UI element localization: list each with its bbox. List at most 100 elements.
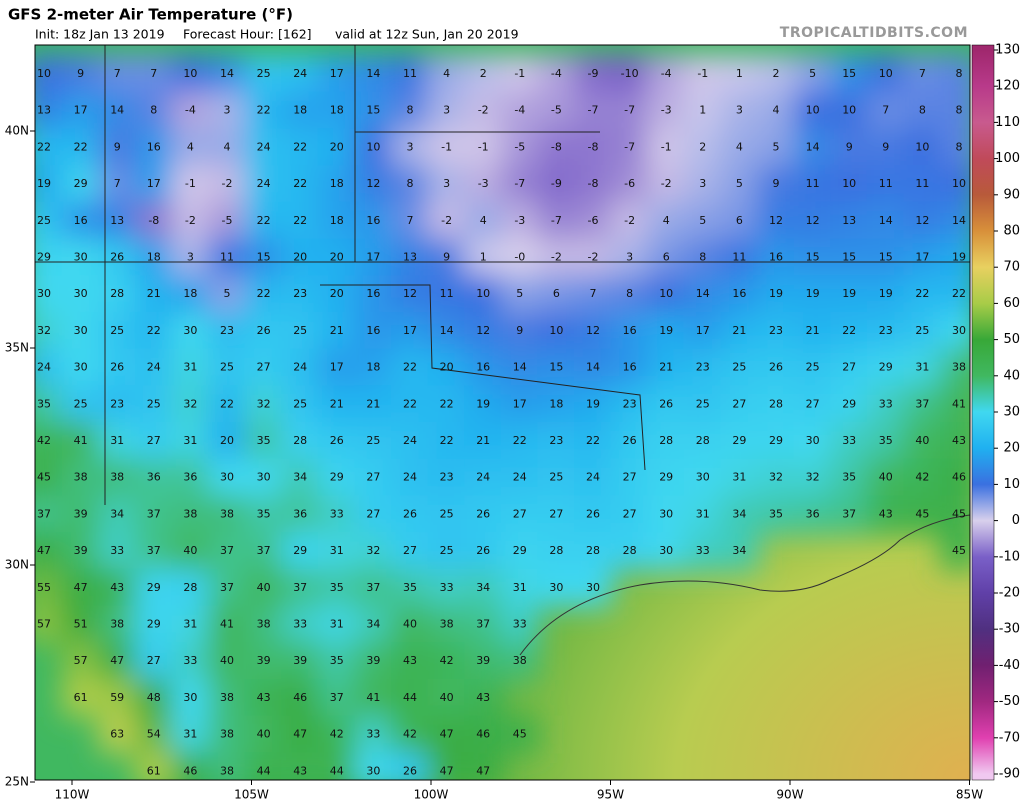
temperature-cell — [134, 275, 173, 314]
temperature-label: 22 — [220, 397, 234, 410]
temperature-cell — [793, 165, 832, 204]
temperature-label: 41 — [366, 691, 380, 704]
temperature-label: 8 — [407, 104, 414, 117]
temperature-label: 22 — [952, 287, 966, 300]
temperature-label: -7 — [624, 104, 635, 117]
temperature-label: -3 — [514, 214, 525, 227]
temperature-cell — [391, 348, 429, 387]
temperature-cell — [208, 128, 246, 167]
temperature-label: 40 — [183, 544, 197, 557]
temperature-cell — [866, 165, 905, 204]
temperature-label: 29 — [659, 471, 673, 484]
temperature-label: 47 — [110, 654, 124, 667]
temperature-label: -8 — [588, 140, 599, 153]
temperature-label: 45 — [37, 471, 51, 484]
temperature-label: 15 — [257, 251, 271, 264]
temperature-cell — [903, 91, 942, 130]
temperature-label: 17 — [513, 397, 527, 410]
temperature-label: 12 — [806, 214, 820, 227]
temperature-cell — [537, 422, 576, 460]
temperature-label: 7 — [919, 67, 926, 80]
temperature-cell — [208, 385, 246, 424]
temperature-label: 23 — [879, 324, 893, 337]
temperature-cell — [244, 348, 283, 387]
temperature-cell — [244, 275, 283, 314]
temperature-cell — [830, 165, 869, 204]
temperature-cell — [171, 311, 210, 350]
temperature-label: 30 — [74, 287, 88, 300]
temperature-label: 16 — [623, 361, 637, 374]
temperature-cell — [171, 458, 210, 497]
temperature-cell — [35, 422, 63, 460]
temperature-label: 22 — [257, 214, 271, 227]
temperature-label: 15 — [806, 251, 820, 264]
temperature-cell — [866, 91, 905, 130]
temperature-cell — [391, 458, 429, 497]
temperature-label: 9 — [773, 177, 780, 190]
temperature-label: 10 — [549, 324, 563, 337]
colorbar-tick-label: -40 — [999, 658, 1020, 673]
temperature-cell — [61, 55, 100, 93]
temperature-cell — [35, 385, 63, 424]
temperature-cell — [208, 422, 246, 460]
temperature-label: -2 — [624, 214, 635, 227]
temperature-cell — [208, 715, 246, 754]
temperature-cell — [244, 458, 283, 497]
temperature-cell — [208, 642, 246, 681]
temperature-label: 37 — [257, 544, 271, 557]
temperature-cell — [683, 238, 722, 277]
temperature-cell — [903, 201, 942, 240]
temperature-label: 30 — [183, 691, 197, 704]
temperature-label: 14 — [696, 287, 710, 300]
temperature-label: 28 — [549, 544, 563, 557]
temperature-cell — [610, 201, 649, 240]
temperature-cell — [391, 165, 429, 204]
temperature-label: 33 — [366, 728, 380, 741]
temperature-cell — [208, 458, 246, 497]
temperature-cell — [171, 752, 210, 780]
temperature-label: 25 — [806, 361, 820, 374]
temperature-label: 35 — [879, 434, 893, 447]
temperature-cell — [281, 678, 320, 717]
temperature-label: 25 — [110, 324, 124, 337]
temperature-cell — [391, 422, 429, 460]
temperature-label: -8 — [148, 214, 159, 227]
temperature-cell — [464, 495, 503, 534]
temperature-label: 4 — [443, 67, 450, 80]
temperature-cell — [354, 605, 393, 644]
temperature-label: 11 — [879, 177, 893, 190]
temperature-label: 22 — [37, 140, 51, 153]
temperature-cell — [134, 715, 173, 754]
temperature-cell — [281, 55, 320, 93]
temperature-label: 23 — [549, 434, 563, 447]
temperature-cell — [720, 201, 759, 240]
temperature-cell — [171, 385, 210, 424]
temperature-label: -4 — [185, 104, 196, 117]
temperature-label: 10 — [659, 287, 673, 300]
temperature-label: 25 — [440, 544, 454, 557]
temperature-cell — [35, 238, 63, 277]
temperature-label: 12 — [769, 214, 783, 227]
temperature-cell — [134, 238, 173, 277]
temperature-cell — [610, 311, 649, 350]
temperature-cell — [830, 385, 869, 424]
temperature-label: 19 — [37, 177, 51, 190]
temperature-cell — [61, 91, 100, 130]
temperature-label: 22 — [403, 361, 417, 374]
temperature-label: 14 — [879, 214, 893, 227]
temperature-cell — [757, 385, 795, 424]
temperature-cell — [537, 458, 576, 497]
temperature-cell — [244, 201, 283, 240]
temperature-label: 22 — [440, 434, 454, 447]
temperature-label: 8 — [150, 104, 157, 117]
temperature-label: 33 — [330, 507, 344, 520]
temperature-label: 8 — [407, 177, 414, 190]
temperature-label: 25 — [732, 361, 746, 374]
temperature-cell — [830, 91, 869, 130]
temperature-label: 18 — [330, 104, 344, 117]
temperature-cell — [574, 275, 612, 314]
temperature-cell — [354, 752, 393, 780]
temperature-cell — [427, 128, 466, 167]
temperature-cell — [427, 201, 466, 240]
temperature-cell — [610, 495, 649, 534]
